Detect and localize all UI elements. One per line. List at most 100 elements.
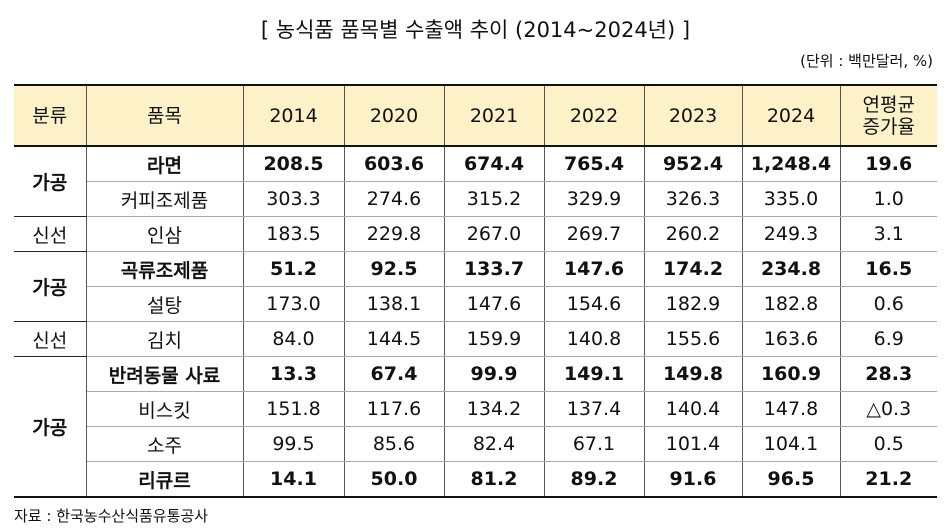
- header-cell: 2014: [242, 84, 345, 147]
- value-cell: 151.8: [242, 391, 345, 427]
- value-cell: 260.2: [643, 216, 743, 252]
- value-cell: 335.0: [741, 181, 841, 217]
- title: [ 농식품 품목별 수출액 추이 (2014~2024년) ]: [260, 18, 691, 42]
- header-cell: 품목: [85, 84, 244, 147]
- value-cell: 174.2: [643, 251, 743, 287]
- header-cell: 2020: [343, 84, 445, 147]
- value-cell: 92.5: [343, 251, 445, 287]
- value-cell: 81.2: [443, 461, 545, 498]
- value-cell: 234.8: [741, 251, 841, 287]
- table-row: 가공 곡류조제품 51.2 92.5 133.7 147.6 174.2 234.8 16.5: [14, 251, 937, 322]
- value-cell: 269.7: [543, 216, 645, 252]
- value-cell: 19.6: [839, 145, 937, 182]
- category-cell: 가공: [14, 251, 87, 322]
- value-cell: 140.4: [643, 391, 743, 427]
- value-cell: 149.1: [543, 356, 645, 392]
- value-cell: 765.4: [543, 145, 645, 182]
- value-cell: 147.8: [741, 391, 841, 427]
- value-cell: 147.6: [443, 286, 545, 322]
- item-cell: 리큐르: [86, 461, 244, 498]
- value-cell: 85.6: [343, 426, 445, 462]
- item-cell: 커피조제품: [86, 181, 244, 217]
- table-row: 소주 99.5 85.6 82.4 67.1 101.4 104.1 0.5: [14, 426, 937, 462]
- value-cell: 163.6: [741, 321, 841, 357]
- value-cell: 315.2: [443, 181, 545, 217]
- item-cell: 설탕: [86, 286, 244, 322]
- value-cell: 182.9: [643, 286, 743, 322]
- item-cell: 김치: [85, 321, 244, 357]
- value-cell: 21.2: [839, 461, 937, 498]
- value-cell: 208.5: [242, 145, 345, 182]
- unit-note: (단위 : 백만달러, %): [800, 52, 933, 70]
- value-cell: 952.4: [643, 145, 743, 182]
- value-cell: 1,248.4: [741, 145, 841, 182]
- source-note: 자료 : 한국농수산식품유통공사: [14, 507, 208, 525]
- value-cell: 6.9: [839, 321, 937, 357]
- value-cell: 1.0: [839, 181, 937, 217]
- value-cell: 0.6: [839, 286, 937, 322]
- value-cell: 50.0: [343, 461, 445, 498]
- value-cell: 104.1: [741, 426, 841, 462]
- table-row: 리큐르 14.1 50.0 81.2 89.2 91.6 96.5 21.2: [14, 461, 937, 498]
- value-cell: 3.1: [839, 216, 937, 252]
- value-cell: 183.5: [242, 216, 345, 252]
- value-cell: 149.8: [643, 356, 743, 392]
- value-cell: 101.4: [643, 426, 743, 462]
- category-cell: 가공: [14, 145, 87, 217]
- value-cell: 137.4: [543, 391, 645, 427]
- table-row: 가공 반려동물 사료 13.3 67.4 99.9 149.1 149.8 160.9 28.3: [14, 356, 937, 498]
- value-cell: 99.9: [443, 356, 545, 392]
- export-table: 분류 품목 2014 2020 2021 2022 2023 2024 연평균 증가율 가공 라면…: [14, 84, 937, 498]
- item-cell: 라면: [85, 145, 244, 182]
- value-cell: 16.5: [839, 251, 937, 287]
- item-cell: 반려동물 사료: [85, 356, 244, 392]
- value-cell: 99.5: [242, 426, 345, 462]
- value-cell: 91.6: [643, 461, 743, 498]
- value-cell: 0.5: [839, 426, 937, 462]
- value-cell: △0.3: [839, 391, 937, 427]
- table-row: 비스킷 151.8 117.6 134.2 137.4 140.4 147.8 △0.3: [14, 391, 937, 427]
- value-cell: 84.0: [242, 321, 345, 357]
- value-cell: 67.4: [343, 356, 445, 392]
- category-cell: 신선: [14, 216, 87, 252]
- value-cell: 117.6: [343, 391, 445, 427]
- value-cell: 82.4: [443, 426, 545, 462]
- value-cell: 154.6: [543, 286, 645, 322]
- value-cell: 147.6: [543, 251, 645, 287]
- value-cell: 89.2: [543, 461, 645, 498]
- header-row: 분류 품목 2014 2020 2021 2022 2023 2024 연평균 증가율: [14, 84, 937, 147]
- item-cell: 곡류조제품: [85, 251, 244, 287]
- value-cell: 674.4: [443, 145, 545, 182]
- value-cell: 155.6: [643, 321, 743, 357]
- value-cell: 96.5: [741, 461, 841, 498]
- value-cell: 326.3: [643, 181, 743, 217]
- value-cell: 274.6: [343, 181, 445, 217]
- value-cell: 603.6: [343, 145, 445, 182]
- table-row: 커피조제품 303.3 274.6 315.2 329.9 326.3 335.0 1.0: [14, 181, 937, 217]
- value-cell: 159.9: [443, 321, 545, 357]
- table-row: 설탕 173.0 138.1 147.6 154.6 182.9 182.8 0.6: [14, 286, 937, 322]
- category-cell: 신선: [14, 321, 87, 357]
- table-row: 신선 인삼 183.5 229.8 267.0 269.7 260.2 249.3 3.1: [14, 216, 937, 252]
- value-cell: 28.3: [839, 356, 937, 392]
- header-cell: 연평균 증가율: [839, 84, 937, 147]
- value-cell: 14.1: [242, 461, 345, 498]
- value-cell: 140.8: [543, 321, 645, 357]
- header-cell: 분류: [14, 84, 87, 147]
- value-cell: 160.9: [741, 356, 841, 392]
- item-cell: 비스킷: [86, 391, 244, 427]
- value-cell: 329.9: [543, 181, 645, 217]
- value-cell: 133.7: [443, 251, 545, 287]
- value-cell: 303.3: [242, 181, 345, 217]
- value-cell: 249.3: [741, 216, 841, 252]
- item-cell: 인삼: [85, 216, 244, 252]
- value-cell: 182.8: [741, 286, 841, 322]
- table-body: 가공 라면 208.5 603.6 674.4 765.4 952.4 1,248.4 19.6…: [14, 145, 937, 498]
- table-row: 신선 김치 84.0 144.5 159.9 140.8 155.6 163.6 6.9: [14, 321, 937, 357]
- value-cell: 13.3: [242, 356, 345, 392]
- table-row: 가공 라면 208.5 603.6 674.4 765.4 952.4 1,248.4 19.6: [14, 145, 937, 217]
- header-cell: 2024: [741, 84, 841, 147]
- value-cell: 138.1: [343, 286, 445, 322]
- value-cell: 267.0: [443, 216, 545, 252]
